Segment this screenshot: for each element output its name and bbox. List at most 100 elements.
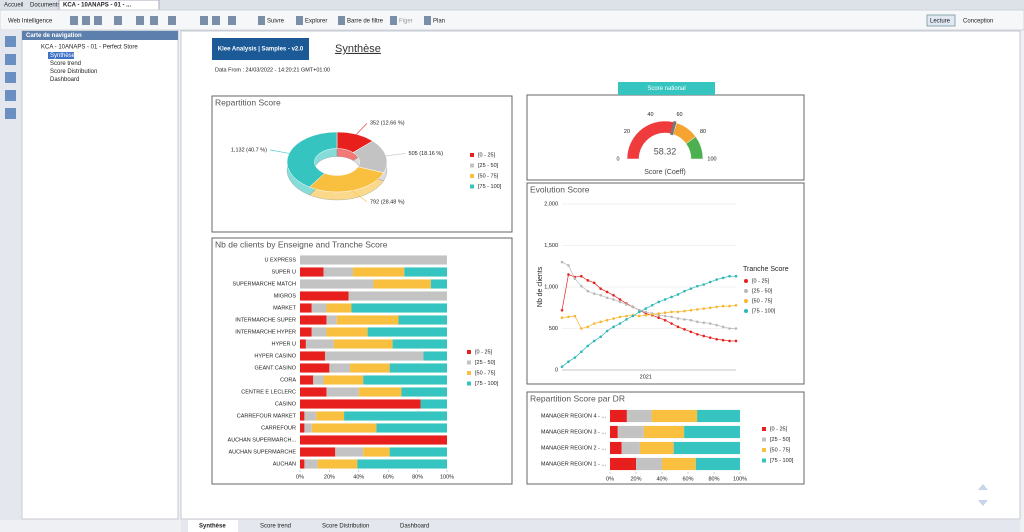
nav-item[interactable]: Dashboard [50,77,79,83]
tab[interactable]: KCA - 10ANAPS - 01 - ... [63,3,131,9]
y-tick-label: 1,500 [544,243,558,249]
x-tick-label: 0% [296,474,304,480]
line-marker [580,274,583,278]
toolbar-button[interactable]: Suivre [267,19,285,25]
tab[interactable]: Accueil [4,3,23,9]
report-tab-bar [181,520,1020,532]
line-marker [586,289,590,293]
bar-segment [333,339,393,349]
line-marker [708,322,712,325]
side-icons [5,36,16,119]
line-marker [670,315,673,319]
bar-segment [389,447,447,457]
data-label: 352 (12.66 %) [370,121,405,127]
bar-segment [389,363,447,373]
chart-frame [526,182,805,385]
nav-item[interactable]: Score trend [50,61,81,67]
nav-item[interactable]: Score Distribution [50,69,97,75]
bar-segment [673,441,740,455]
chart-title: Evolution Score [530,184,590,194]
toolbar-button[interactable]: Plan [433,19,445,25]
report-tab-active[interactable] [188,520,238,532]
line-marker [683,318,686,321]
bar-segment [304,459,318,469]
toolbar-button[interactable]: Figer [399,19,413,25]
bar-segment [329,363,350,373]
line-marker [560,308,564,312]
side-strip [0,30,21,520]
line-marker [567,315,570,319]
nav-item[interactable]: Synthèse [50,53,76,59]
legend-label: [75 - 100] [478,184,502,190]
y-tick-label: CARREFOUR MARKET [237,413,297,419]
line-marker [689,330,693,334]
line-marker [721,325,725,329]
report-tab[interactable]: Synthèse [199,524,226,530]
bar-segment [404,267,447,277]
line-marker [715,305,718,309]
tab[interactable]: Documents [30,3,60,9]
line-marker [689,287,693,290]
line-marker [734,303,738,307]
line-marker [573,356,577,359]
bar-segment [344,411,447,421]
page-arrow[interactable] [978,484,988,490]
bar-segment [336,315,399,325]
x-tick-label: 60% [383,474,394,480]
leader-line [356,123,368,135]
bar-segment [304,411,317,421]
line-marker [702,321,706,324]
line-marker [580,327,583,330]
bar-segment [323,267,353,277]
gauge-value: 58.32 [654,146,677,156]
line-marker [586,325,590,329]
mode-button[interactable]: Lecture [930,19,951,25]
toolbar-button[interactable]: Explorer [305,19,327,25]
page-arrow[interactable] [978,500,988,506]
y-tick-label: 0 [555,367,558,373]
legend-swatch [744,309,748,313]
y-tick-label: INTERMARCHE HYPER [235,329,296,335]
bar-segment [697,409,740,423]
report-tab[interactable]: Score trend [260,524,291,530]
bar-segment [300,447,336,457]
y-tick-label: INTERMARCHE SUPER [235,317,296,323]
bar-segment [304,423,312,433]
y-tick-label: MARKET [273,305,297,311]
line-marker [650,313,654,316]
line-marker [721,304,725,308]
line-marker [599,335,602,339]
report-tab[interactable]: Dashboard [400,524,429,530]
line-marker [592,322,596,325]
bar-segment [423,351,447,361]
bar-segment [300,399,421,409]
line-marker [592,339,596,343]
line-series [561,274,736,342]
legend-swatch [467,350,471,354]
legend-swatch [762,458,766,463]
line-marker [702,334,706,338]
bar-segment [430,279,447,289]
line-marker [644,307,648,310]
line-marker [715,278,718,281]
nav-document[interactable]: KCA - 10ANAPS - 01 - Perfect Store [41,45,138,51]
line-marker [657,300,660,304]
app-menu[interactable]: Web Intelligence [8,19,53,25]
line-marker [605,329,609,333]
toolbar-button[interactable]: Barre de filtre [347,19,384,25]
y-tick-label: SUPER U [272,269,296,275]
bar-segment [351,303,447,313]
line-marker [689,308,693,312]
mode-box[interactable] [926,14,956,27]
y-tick-label: 500 [549,326,558,332]
bar-segment [348,291,447,301]
legend-title: Tranche Score [743,266,789,273]
report-tab[interactable]: Score Distribution [322,524,369,530]
data-label: 792 (28.48 %) [370,199,405,205]
line-marker [708,280,712,284]
line-marker [560,316,564,320]
legend-label: [25 - 50] [478,163,499,169]
mode-button[interactable]: Conception [963,19,993,25]
report-title: Synthèse [335,43,381,55]
line-marker [618,315,622,319]
